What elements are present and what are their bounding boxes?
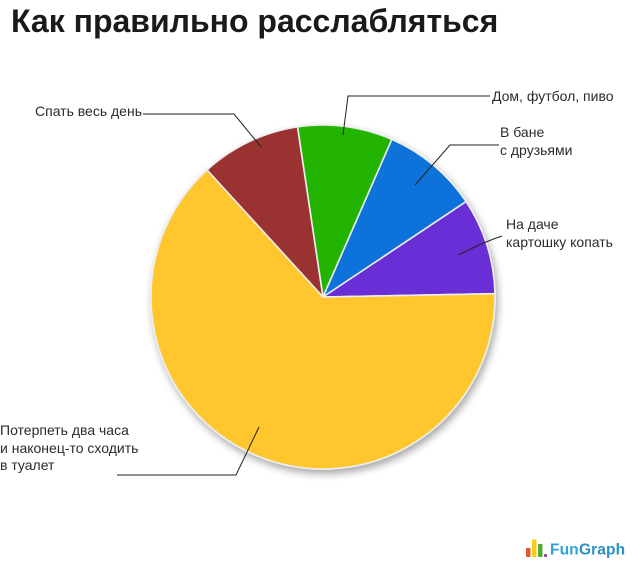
svg-text:Fun: Fun (550, 542, 579, 559)
svg-text:Graph: Graph (579, 542, 625, 559)
